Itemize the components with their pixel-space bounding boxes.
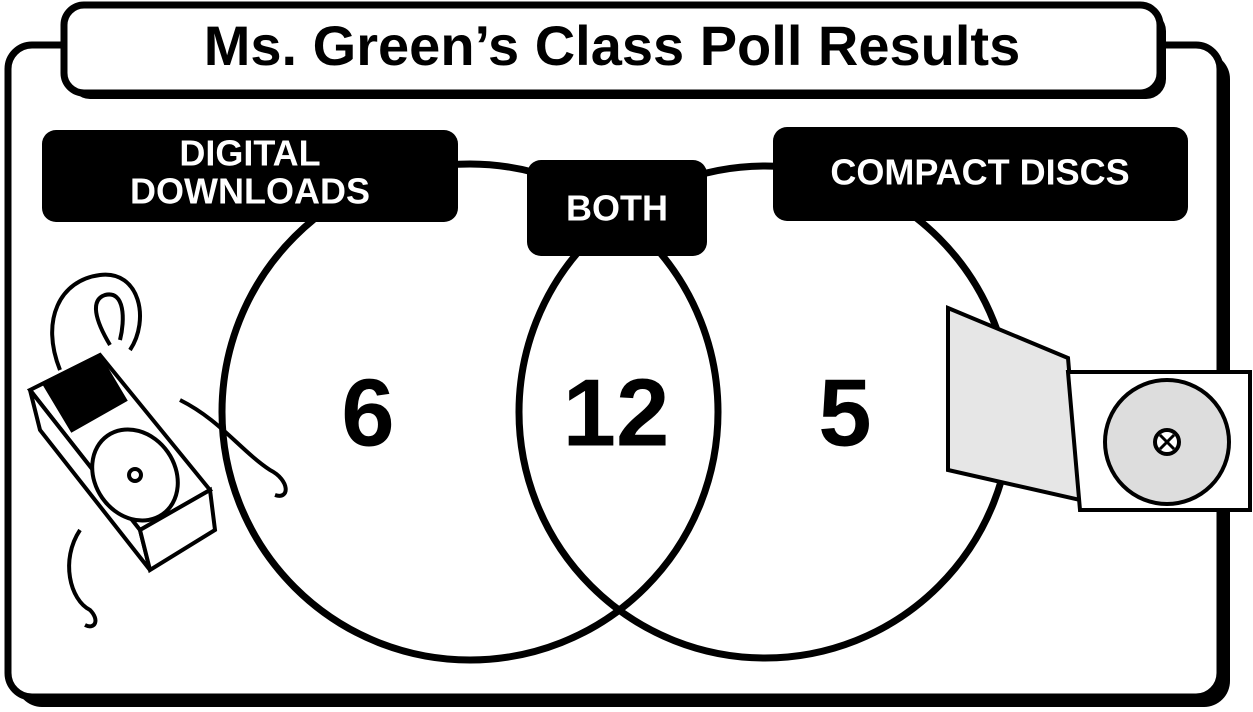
- count-right: 5: [818, 359, 871, 466]
- count-overlap: 12: [563, 359, 670, 466]
- count-left: 6: [341, 359, 394, 466]
- overlap-label: BOTH: [566, 188, 668, 229]
- page: Ms. Green’s Class Poll Results DIGITAL D…: [0, 0, 1253, 712]
- set-label: COMPACT DISCS: [830, 152, 1129, 193]
- poll-diagram: Ms. Green’s Class Poll Results DIGITAL D…: [0, 0, 1253, 712]
- set-label: DIGITAL: [179, 133, 320, 174]
- title: Ms. Green’s Class Poll Results: [204, 14, 1020, 77]
- set-label: DOWNLOADS: [130, 171, 370, 212]
